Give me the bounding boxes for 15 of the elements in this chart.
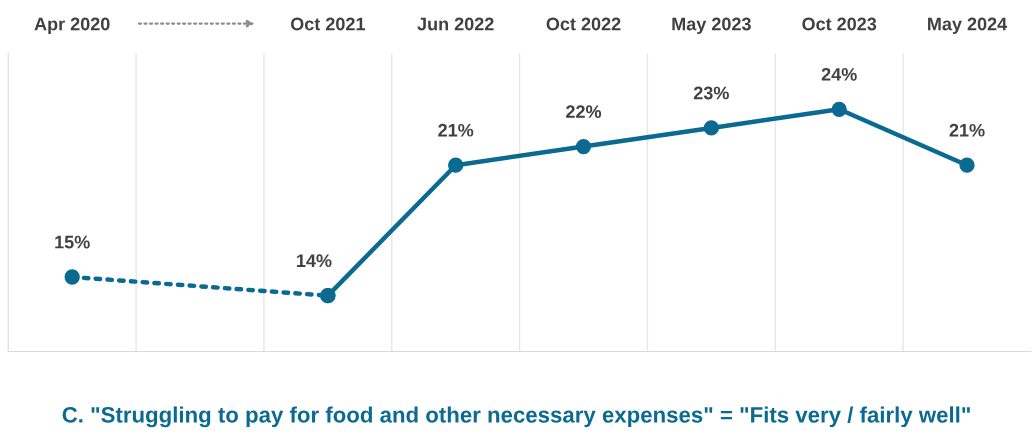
data-label: 14% bbox=[297, 254, 332, 268]
data-label: 23% bbox=[693, 86, 729, 100]
data-label: 15% bbox=[55, 235, 90, 249]
x-tick-label: May 2023 bbox=[672, 17, 751, 34]
x-tick-label: Oct 2022 bbox=[546, 17, 621, 31]
x-tick-label: Oct 2023 bbox=[802, 17, 877, 31]
x-tick-label: May 2024 bbox=[928, 17, 1008, 34]
data-label: 24% bbox=[821, 67, 857, 81]
x-tick-label: Apr 2020 bbox=[34, 17, 110, 34]
x-tick-label: Oct 2021 bbox=[290, 17, 365, 31]
x-tick-label: Jun 2022 bbox=[417, 17, 494, 31]
data-label: 21% bbox=[438, 123, 474, 137]
data-label: 21% bbox=[949, 123, 985, 137]
text: C. "Struggling to pay for food and other necessary expenses" = "Fits very / fairly well" bbox=[62, 406, 970, 428]
data-label: 22% bbox=[566, 105, 602, 118]
